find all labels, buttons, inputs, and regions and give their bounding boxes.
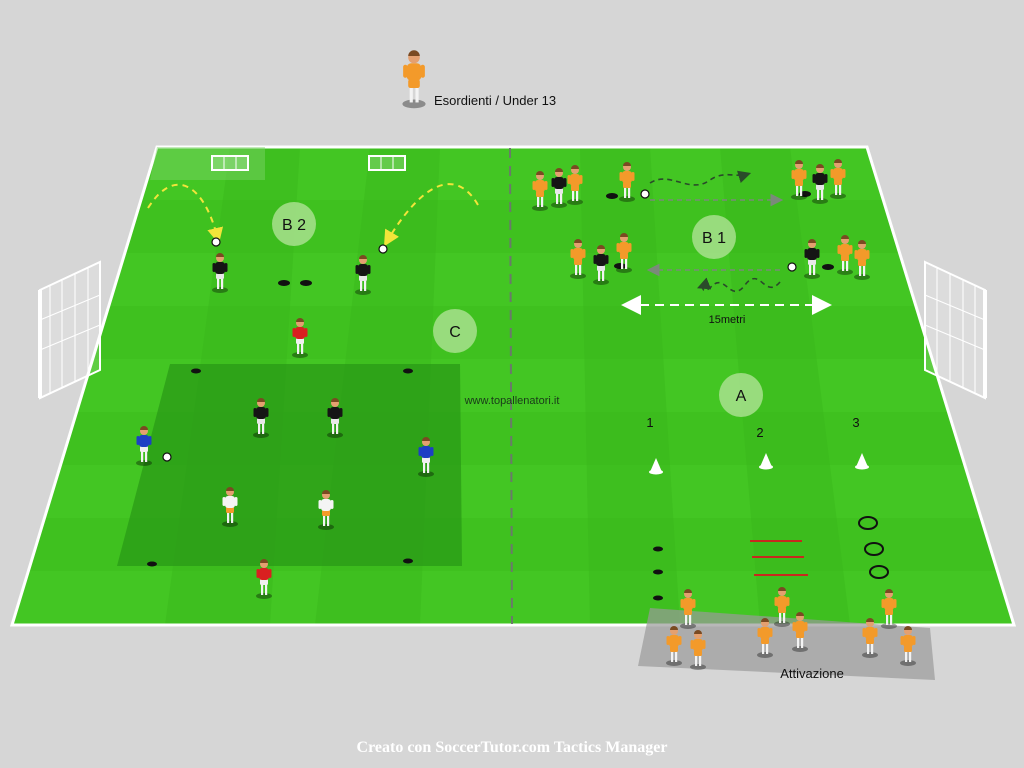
ring-icon [858, 516, 878, 530]
pass-arrow [147, 183, 224, 244]
pass-arrow [383, 183, 479, 247]
goal-right-icon [924, 260, 987, 400]
zone-badge-a: A [719, 373, 763, 417]
player-icon [212, 253, 228, 293]
disc-marker-icon [147, 561, 157, 567]
dribble-arrow [697, 277, 781, 293]
halfway-line [509, 147, 513, 625]
player-icon [854, 240, 870, 280]
player-icon [222, 487, 238, 527]
disc-marker-icon [278, 280, 290, 286]
player-icon [418, 437, 434, 477]
ring-icon [864, 542, 884, 556]
player-icon [881, 589, 897, 629]
watermark: www.topallenatori.it [464, 395, 560, 407]
ring-icon [869, 565, 889, 579]
player-icon [619, 162, 635, 202]
cone-icon [649, 458, 663, 475]
speed-ladder [750, 540, 808, 576]
player-icon [830, 159, 846, 199]
player-icon [862, 618, 878, 658]
disc-marker-icon [403, 368, 413, 374]
category-label: Esordienti / Under 13 [434, 93, 556, 108]
cone-icon [855, 453, 869, 470]
players-layer [136, 50, 916, 670]
disc-marker-icon [653, 595, 663, 601]
player-icon [318, 490, 334, 530]
player-icon [666, 626, 682, 666]
footer-credit: Creato con SoccerTutor.com Tactics Manag… [357, 739, 668, 756]
zone-label: B 1 [702, 230, 726, 247]
player-icon [680, 589, 696, 629]
disc-marker-icon [653, 569, 663, 575]
goal-left-icon [38, 260, 101, 400]
ball-icon [378, 244, 388, 254]
disc-marker-icon [403, 558, 413, 564]
player-icon [900, 626, 916, 666]
station-number: 3 [852, 415, 859, 430]
player-icon [355, 255, 371, 295]
player-icon [757, 618, 773, 658]
player-icon [567, 165, 583, 205]
player-icon [616, 233, 632, 273]
zone-badge-b2: B 2 [272, 202, 316, 246]
zone-label: A [736, 388, 747, 405]
player-icon [551, 168, 567, 208]
player-icon [804, 239, 820, 279]
ball-icon [211, 237, 221, 247]
player-icon [792, 612, 808, 652]
zone-c-square [117, 364, 462, 566]
player-icon [812, 164, 828, 204]
warmup-label: Attivazione [780, 666, 844, 681]
mini-goal-icon [368, 155, 406, 171]
disc-marker-icon [653, 546, 663, 552]
station-number: 1 [646, 415, 653, 430]
warmup-area [638, 608, 935, 680]
zone-badge-b1: B 1 [692, 215, 736, 259]
player-icon [791, 160, 807, 200]
station-number: 2 [756, 425, 763, 440]
distance-label: 15metri [709, 314, 746, 326]
balls [162, 189, 797, 462]
player-icon [570, 239, 586, 279]
player-icon [402, 50, 426, 109]
disc-marker-icon [300, 280, 312, 286]
ball-icon [162, 452, 172, 462]
disc-marker-icon [191, 368, 201, 374]
player-icon [774, 587, 790, 627]
player-icon [690, 630, 706, 670]
mini-goal-icon [211, 155, 249, 171]
cone-icon [759, 453, 773, 470]
player-icon [327, 398, 343, 438]
ball-icon [640, 189, 650, 199]
player-icon [532, 171, 548, 211]
player-icon [136, 426, 152, 466]
player-icon [256, 559, 272, 599]
zone-label: C [449, 324, 461, 341]
disc-marker-icon [606, 193, 618, 199]
player-icon [837, 235, 853, 275]
zone-badge-c: C [433, 309, 477, 353]
disc-marker-icon [822, 264, 834, 270]
player-icon [593, 245, 609, 285]
player-icon [292, 318, 308, 358]
zone-label: B 2 [282, 217, 306, 234]
ball-icon [787, 262, 797, 272]
player-icon [253, 398, 269, 438]
